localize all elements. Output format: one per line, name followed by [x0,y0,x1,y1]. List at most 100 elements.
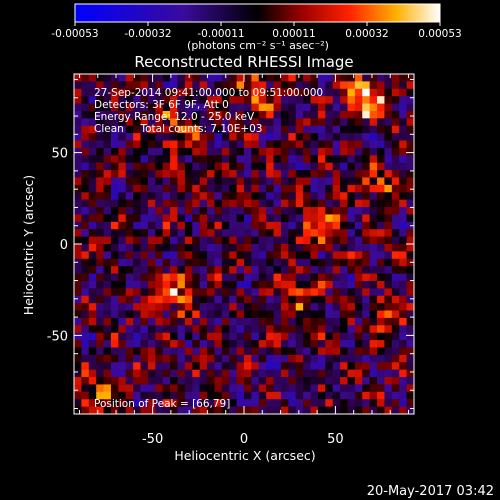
heatmap-cell [310,192,319,201]
heatmap-cell [399,155,408,164]
heatmap-cell [103,229,112,238]
heatmap-cell [384,377,393,386]
heatmap-cell [406,192,414,201]
heatmap-cell [125,74,134,82]
heatmap-cell [325,147,334,156]
heatmap-cell [340,295,349,304]
heatmap-cell [207,88,216,97]
heatmap-cell [103,362,112,371]
heatmap-cell [199,229,208,238]
heatmap-cell [214,288,223,297]
heatmap-cell [207,340,216,349]
heatmap-cell [221,229,230,238]
heatmap-cell [251,406,260,414]
heatmap-cell [377,288,386,297]
heatmap-cell [310,140,319,149]
heatmap-cell [325,384,334,393]
heatmap-cell [266,74,275,82]
heatmap-cell [310,184,319,193]
heatmap-cell [288,96,297,105]
heatmap-cell [162,88,171,97]
heatmap-cell [110,362,119,371]
heatmap-cell [221,103,230,112]
heatmap-cell [399,88,408,97]
heatmap-cell [184,377,193,386]
heatmap-cell [354,162,363,171]
heatmap-cell [74,170,82,179]
heatmap-cell [384,177,393,186]
heatmap-cell [229,347,238,356]
heatmap-cell [280,295,289,304]
heatmap-cell [81,118,90,127]
heatmap-cell [295,391,304,400]
heatmap-cell [133,214,142,223]
heatmap-cell [177,273,186,282]
heatmap-cell [118,354,127,363]
heatmap-cell [221,310,230,319]
heatmap-cell [317,384,326,393]
heatmap-cell [266,377,275,386]
heatmap-cell [266,236,275,245]
heatmap-cell [354,399,363,408]
heatmap-cell [362,162,371,171]
heatmap-cell [184,251,193,260]
heatmap-cell [81,288,90,297]
heatmap-cell [244,192,252,201]
heatmap-cell [177,199,186,208]
heatmap-cell [140,325,149,334]
heatmap-cell [96,391,105,400]
heatmap-cell [74,280,82,289]
heatmap-cell [303,192,312,201]
heatmap-cell [266,118,275,127]
heatmap-cell [377,125,386,134]
heatmap-cell [406,81,414,90]
heatmap-cell [236,332,245,341]
heatmap-cell [391,332,400,341]
heatmap-cell [280,332,289,341]
heatmap-cell [340,155,349,164]
heatmap-cell [244,170,252,179]
heatmap-cell [244,317,252,326]
heatmap-cell [391,103,400,112]
heatmap-cell [133,340,142,349]
heatmap-cell [399,251,408,260]
heatmap-cell [184,147,193,156]
heatmap-cell [103,192,112,201]
heatmap-cell [170,244,179,252]
heatmap-cell [184,96,193,105]
heatmap-cell [118,384,127,393]
heatmap-cell [236,147,245,156]
heatmap-cell [317,118,326,127]
heatmap-cell [369,162,378,171]
heatmap-cell [354,236,363,245]
heatmap-cell [177,354,186,363]
heatmap-cell [310,162,319,171]
heatmap-cell [103,288,112,297]
heatmap-cell [362,399,371,408]
heatmap-cell [192,96,201,105]
heatmap-cell [288,125,297,134]
heatmap-cell [192,325,201,334]
heatmap-cell [88,147,97,156]
heatmap-cell [221,258,230,267]
heatmap-cell [236,325,245,334]
heatmap-cell [251,369,260,378]
heatmap-cell [273,399,282,408]
heatmap-cell [317,229,326,238]
heatmap-cell [251,391,260,400]
heatmap-cell [162,236,171,245]
heatmap-cell [303,177,312,186]
heatmap-cell [332,96,341,105]
heatmap-cell [125,207,134,216]
heatmap-cell [88,177,97,186]
heatmap-cell [162,221,171,230]
heatmap-cell [133,244,142,252]
heatmap-cell [244,273,252,282]
heatmap-cell [81,221,90,230]
heatmap-cell [74,96,82,105]
heatmap-cell [347,295,356,304]
heatmap-cell [266,229,275,238]
heatmap-cell [170,162,179,171]
heatmap-cell [207,384,216,393]
heatmap-cell [147,221,156,230]
